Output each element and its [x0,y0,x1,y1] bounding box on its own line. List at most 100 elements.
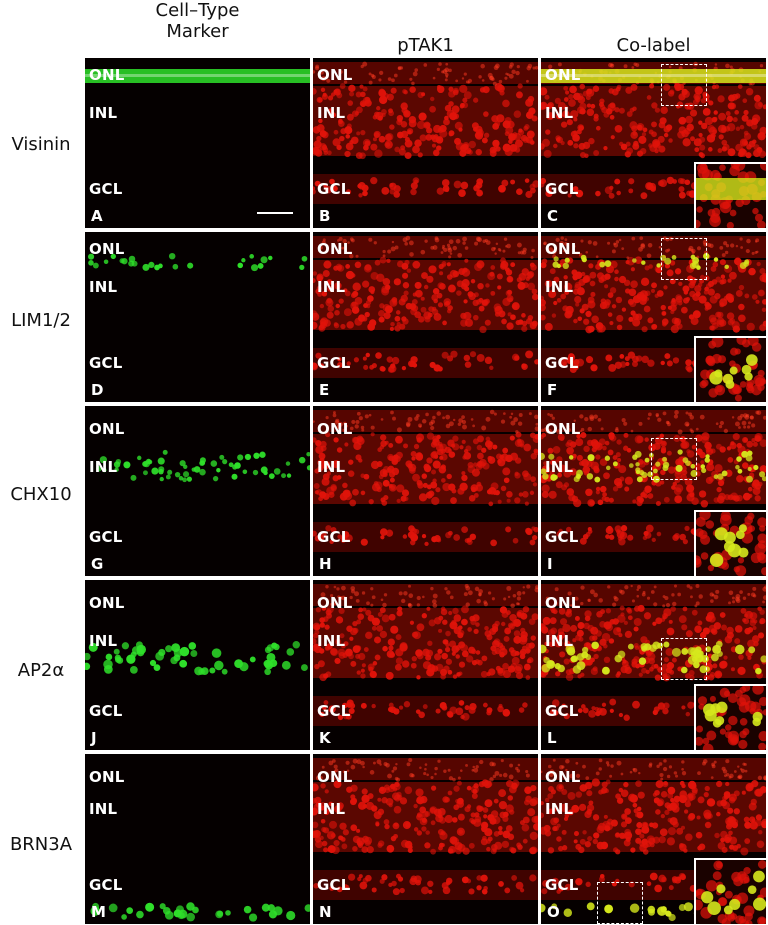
row-header-chx10: CHX10 [10,484,72,505]
panel-letter: B [319,207,331,225]
layer-label-inl: INL [545,104,574,122]
layer-label-gcl: GCL [317,876,351,894]
panel-letter: H [319,555,332,573]
panel-m: ONL INL GCL M [85,754,310,924]
zoom-inset [694,162,766,228]
panel-c: ONL INL GCL C [541,58,766,228]
layer-label-inl: INL [317,632,346,650]
layer-label-inl: INL [545,458,574,476]
row-header-ap2a: AP2α [17,660,65,681]
zoom-region-box [661,64,707,106]
layer-label-gcl: GCL [545,354,579,372]
panel-letter: G [91,555,104,573]
layer-label-onl: ONL [317,420,353,438]
column-header-cell-type-marker: Cell–Type Marker [155,0,240,42]
micrograph-image [313,757,538,900]
layer-label-gcl: GCL [317,354,351,372]
layer-label-onl: ONL [545,594,581,612]
micrograph-image [90,902,310,922]
micrograph-image [313,61,538,204]
layer-label-gcl: GCL [89,876,123,894]
panel-letter: J [91,729,97,747]
panel-letter: I [547,555,553,573]
row-header-lim12: LIM1/2 [11,310,71,331]
layer-label-inl: INL [545,800,574,818]
layer-label-inl: INL [89,104,118,122]
column-header-ptak1: pTAK1 [397,35,454,56]
layer-label-onl: ONL [317,768,353,786]
layer-label-inl: INL [89,278,118,296]
layer-label-inl: INL [317,800,346,818]
panel-l: ONL INL GCL L [541,580,766,750]
micrograph-image [313,235,538,378]
layer-label-gcl: GCL [545,528,579,546]
zoom-region-box [661,238,707,280]
layer-label-onl: ONL [545,240,581,258]
layer-label-onl: ONL [89,420,125,438]
panel-o: ONL INL GCL O [541,754,766,924]
panel-letter: E [319,381,330,399]
layer-label-inl: INL [317,458,346,476]
layer-label-onl: ONL [317,66,353,84]
layer-label-gcl: GCL [545,702,579,720]
layer-label-gcl: GCL [545,180,579,198]
layer-label-onl: ONL [89,66,125,84]
panel-g: ONL INL GCL G [85,406,310,576]
panel-i: ONL INL GCL I [541,406,766,576]
micrograph-image [313,409,538,552]
zoom-inset [694,336,766,402]
zoom-inset [694,684,766,750]
micrograph-image [313,584,538,726]
layer-label-inl: INL [89,632,118,650]
layer-label-onl: ONL [89,768,125,786]
scale-bar [257,212,293,214]
panel-f: ONL INL GCL F [541,232,766,402]
panel-letter: F [547,381,558,399]
layer-label-inl: INL [545,632,574,650]
panel-h: ONL INL GCL H [313,406,538,576]
layer-label-gcl: GCL [317,702,351,720]
layer-label-gcl: GCL [545,876,579,894]
layer-label-inl: INL [89,458,118,476]
layer-label-onl: ONL [317,594,353,612]
panel-e: ONL INL GCL E [313,232,538,402]
zoom-region-box [597,882,643,924]
panel-letter: K [319,729,331,747]
panel-letter: D [91,381,104,399]
layer-label-onl: ONL [545,420,581,438]
micrograph-image [85,69,310,83]
layer-label-onl: ONL [545,768,581,786]
panel-letter: A [91,207,103,225]
column-header-colabel: Co-label [616,35,691,56]
layer-label-inl: INL [317,104,346,122]
panel-a: ONL INL GCL A [85,58,310,228]
micrograph-image [96,449,310,483]
layer-label-inl: INL [317,278,346,296]
layer-label-gcl: GCL [89,528,123,546]
micrograph-image [541,410,766,552]
layer-label-onl: ONL [89,240,125,258]
zoom-region-box [651,438,697,480]
panel-j: ONL INL GCL J [85,580,310,750]
zoom-inset [694,510,766,576]
layer-label-onl: ONL [545,66,581,84]
row-header-visinin: Visinin [11,134,71,155]
panel-k: ONL INL GCL K [313,580,538,750]
panel-letter: M [91,903,106,921]
panel-letter: L [547,729,557,747]
layer-label-gcl: GCL [317,180,351,198]
panel-n: ONL INL GCL N [313,754,538,924]
panel-letter: C [547,207,559,225]
micrograph-image [85,641,308,676]
layer-label-onl: ONL [317,240,353,258]
zoom-inset [694,858,766,924]
panel-letter: O [547,903,560,921]
layer-label-gcl: GCL [317,528,351,546]
zoom-region-box [661,638,707,680]
layer-label-gcl: GCL [89,354,123,372]
panel-b: ONL INL GCL B [313,58,538,228]
panel-d: ONL INL GCL D [85,232,310,402]
layer-label-inl: INL [545,278,574,296]
panel-letter: N [319,903,332,921]
micrograph-image [88,252,308,272]
